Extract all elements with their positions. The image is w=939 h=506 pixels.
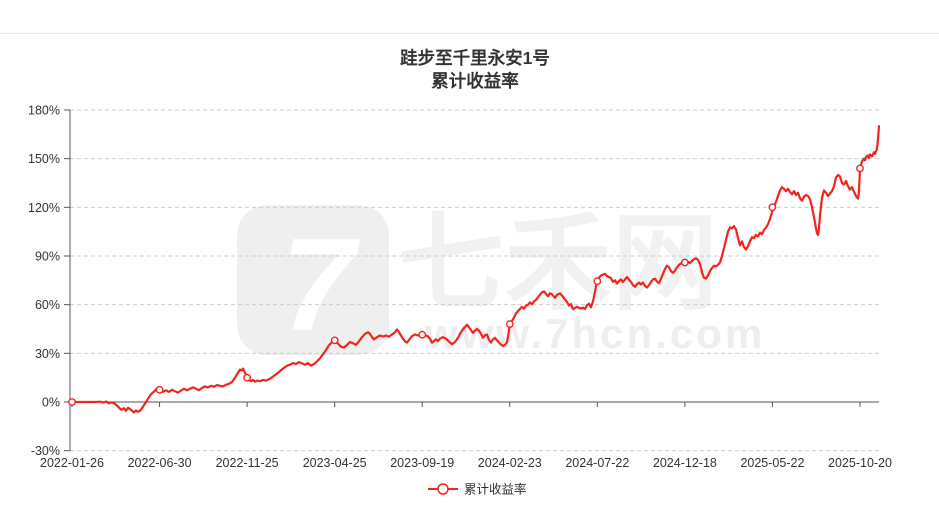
x-tick-label: 2024-07-22 [565, 456, 629, 470]
data-point-marker [68, 398, 76, 406]
y-tick-label: 150% [28, 152, 60, 166]
chart-title: 跬步至千里永安1号 累计收益率 [400, 48, 550, 91]
data-point-marker [768, 203, 777, 212]
data-point-marker [243, 373, 252, 382]
data-point-marker [330, 336, 339, 345]
data-point-marker [681, 258, 689, 267]
data-point-marker [593, 277, 602, 285]
watermark-site-name: 七禾网 [398, 205, 719, 323]
gridlines [70, 109, 879, 452]
y-tick-label: -30% [31, 444, 60, 458]
y-tick-label: 120% [28, 201, 60, 215]
data-point-marker [418, 330, 427, 339]
legend-label: 累计收益率 [464, 482, 527, 497]
x-tick-label: 2023-04-25 [303, 456, 367, 470]
y-tick-label: 90% [35, 249, 60, 263]
x-tick-label: 2022-06-30 [128, 456, 192, 470]
cumulative-return-line [70, 125, 881, 414]
series-group [68, 125, 881, 414]
data-point-markers [68, 164, 864, 406]
top-divider [0, 33, 939, 34]
data-point-marker [505, 320, 514, 328]
y-tick-label: 60% [35, 298, 60, 312]
watermark: 7 七禾网 www.7hcn.com [237, 205, 765, 358]
x-tick-label: 2024-02-23 [478, 456, 542, 470]
y-tick-label: 30% [35, 347, 60, 361]
chart-title-line1: 跬步至千里永安1号 [400, 48, 550, 68]
data-point-marker [155, 385, 164, 394]
x-tick-label: 2022-01-26 [40, 456, 104, 470]
chart-title-line2: 累计收益率 [431, 71, 519, 91]
y-tick-label: 180% [28, 103, 60, 117]
x-tick-label: 2025-05-22 [740, 456, 804, 470]
x-tick-label: 2023-09-19 [390, 456, 454, 470]
y-axis-labels: 180% 150% 120% 90% 60% 30% 0% -30% [28, 103, 60, 458]
x-tick-label: 2024-12-18 [653, 456, 717, 470]
legend-item-cumulative-return[interactable]: 累计收益率 [428, 482, 527, 497]
axes [64, 109, 879, 452]
legend-circle-marker-icon [437, 483, 449, 495]
x-tick-label: 2025-10-20 [828, 456, 892, 470]
watermark-logo-icon [237, 205, 389, 355]
watermark-logo-glyph: 7 [281, 211, 360, 358]
x-axis-labels: 2022-01-26 2022-06-30 2022-11-25 2023-04-25… [40, 456, 892, 470]
y-tick-label: 0% [42, 396, 60, 410]
watermark-site-url: www.7hcn.com [424, 310, 765, 357]
x-tick-label: 2022-11-25 [216, 456, 279, 470]
data-point-marker [856, 164, 864, 173]
